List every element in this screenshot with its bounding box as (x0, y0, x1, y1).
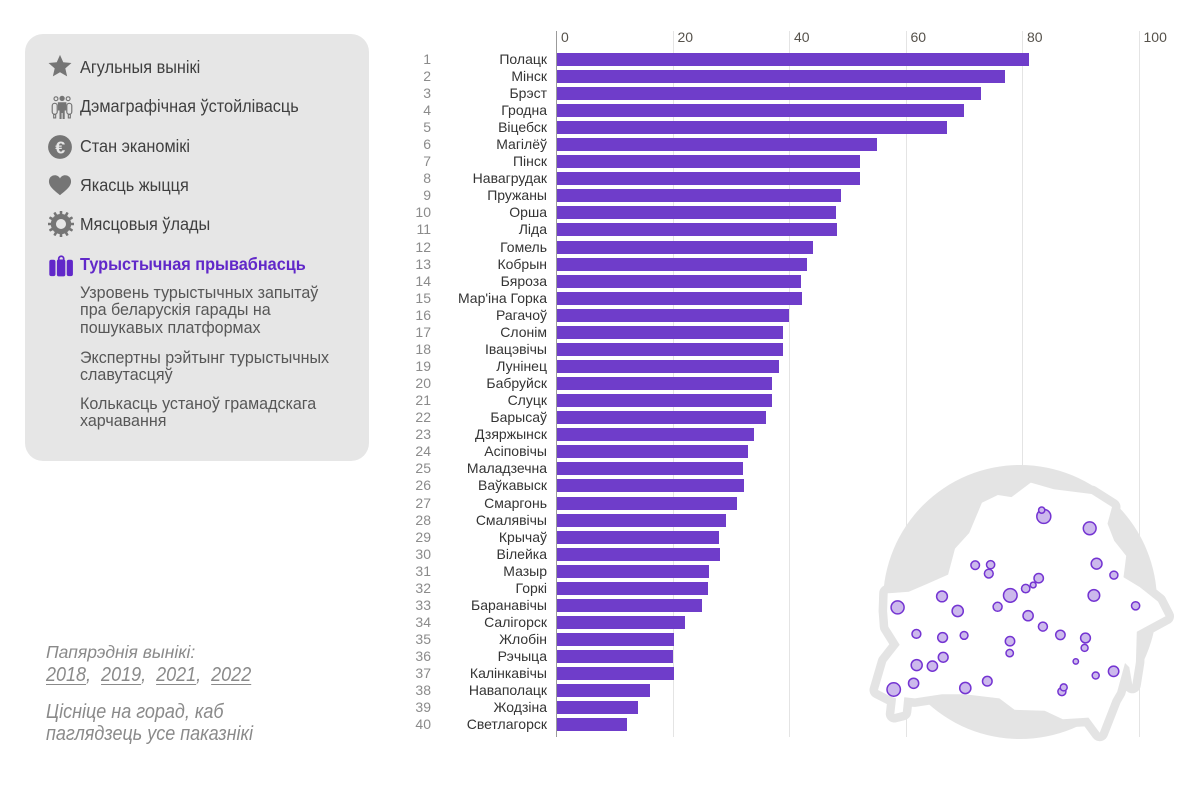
svg-text:€: € (55, 137, 65, 157)
